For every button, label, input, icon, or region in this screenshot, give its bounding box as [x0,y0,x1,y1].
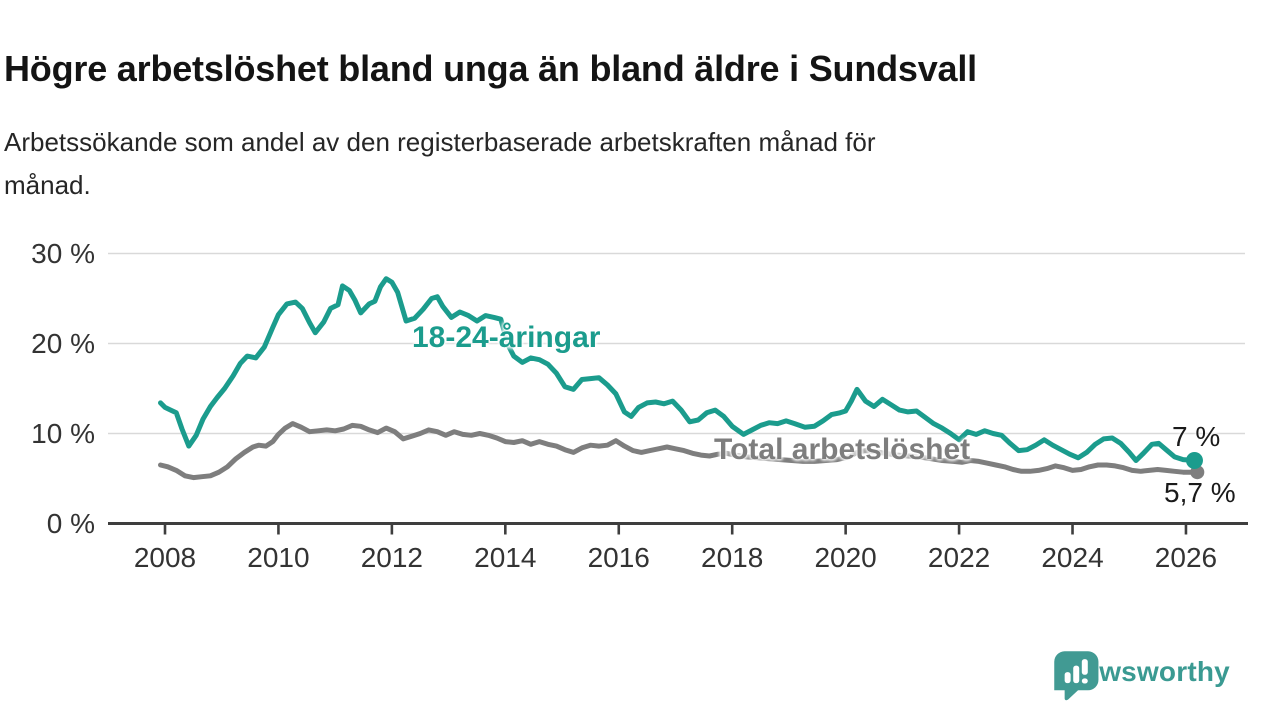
end-value-young: 7 % [1172,421,1221,452]
series-line-total-arbetslöshet [158,421,1200,481]
y-tick-label-0: 0 % [46,507,95,539]
x-tick-label-2022: 2022 [927,542,991,573]
x-tick-label-2012: 2012 [360,542,424,573]
series-label-young: 18-24-åringar [412,321,601,354]
x-tick-label-2024: 2024 [1041,542,1104,573]
series-label-total: Total arbetslöshet [714,433,971,466]
y-tick-label-10: 10 % [31,417,95,449]
x-tick-label-2026: 2026 [1154,542,1218,573]
subtitle-line-1: Arbetssökande som andel av den registerb… [4,127,876,157]
x-tick-label-2018: 2018 [701,542,764,573]
y-tick-label-20: 20 % [31,327,95,359]
newsworthy-logo-icon [1054,651,1099,701]
x-tick-label-2008: 2008 [133,542,197,573]
end-value-total: 5,7 % [1164,477,1236,508]
subtitle-line-2: månad. [4,169,91,200]
series-end-dot-18-24-åringar [1185,452,1203,469]
y-tick-label-30: 30 % [31,237,95,269]
series-line-18-24-åringar [158,276,1197,463]
x-tick-label-2014: 2014 [474,542,537,573]
newsworthy-logo[interactable]: Newsworthy [1054,650,1280,706]
x-tick-label-2010: 2010 [247,542,310,573]
x-tick-label-2016: 2016 [587,542,650,573]
page-title: Högre arbetslöshet bland unga än bland ä… [4,48,977,90]
x-tick-label-2020: 2020 [814,542,877,573]
chart-subtitle: Arbetssökande som andel av den registerb… [4,121,1204,207]
